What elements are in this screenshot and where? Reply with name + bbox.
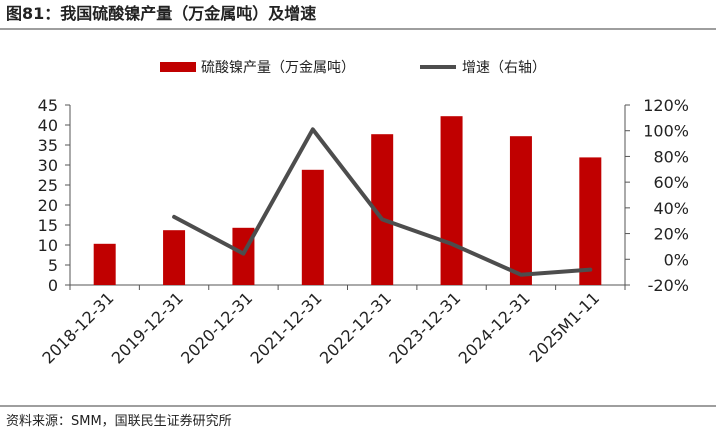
y-left-tick-label: 35 [38, 136, 58, 155]
y-left-tick-label: 15 [38, 216, 58, 235]
y-left-tick-label: 40 [38, 116, 58, 135]
x-tick-label: 2020-12-31 [177, 288, 256, 367]
x-tick-label: 2023-12-31 [385, 288, 464, 367]
legend-bar-swatch [160, 62, 196, 72]
y-left-tick-label: 25 [38, 176, 58, 195]
x-tick-label: 2022-12-31 [316, 288, 395, 367]
growth-point [519, 273, 523, 277]
y-left-tick-label: 20 [38, 196, 58, 215]
legend: 硫酸镍产量（万金属吨） 增速（右轴） [160, 60, 546, 76]
y-right-tick-label: 60% [653, 173, 689, 192]
y-left-tick-label: 0 [48, 276, 58, 295]
source-rule [0, 405, 716, 407]
title-rule [0, 28, 716, 30]
y-right-tick-label: 0% [664, 250, 689, 269]
growth-point [241, 252, 245, 256]
bar [301, 169, 324, 285]
growth-point [450, 242, 454, 246]
y-right-tick-label: 100% [643, 122, 689, 141]
x-tick-label: 2024-12-31 [455, 288, 534, 367]
y-right-tick-label: 80% [653, 147, 689, 166]
growth-point [380, 217, 384, 221]
growth-point [588, 268, 592, 272]
y-left-tick-label: 30 [38, 156, 58, 175]
y-right-tick-label: 40% [653, 199, 689, 218]
bar [371, 134, 394, 285]
legend-line-label: 增速（右轴） [462, 60, 546, 76]
bar [163, 230, 186, 285]
legend-bar-label: 硫酸镍产量（万金属吨） [201, 60, 355, 76]
x-tick-label: 2019-12-31 [108, 288, 187, 367]
source-note: 资料来源：SMM，国联民生证券研究所 [6, 414, 232, 429]
growth-point [311, 127, 315, 131]
bar [509, 136, 532, 285]
bar [93, 243, 116, 285]
y-left-tick-label: 5 [48, 256, 58, 275]
bar [440, 116, 463, 285]
growth-point [172, 215, 176, 219]
y-right-tick-label: -20% [648, 276, 689, 295]
y-left-tick-label: 10 [38, 236, 58, 255]
figure-title: 图81：我国硫酸镍产量（万金属吨）及增速 [6, 4, 317, 23]
y-right-tick-label: 20% [653, 225, 689, 244]
x-tick-label: 2021-12-31 [246, 288, 325, 367]
bar [579, 157, 602, 285]
y-right-tick-label: 120% [643, 96, 689, 115]
y-left-tick-label: 45 [38, 96, 58, 115]
x-tick-label: 2018-12-31 [38, 288, 117, 367]
x-tick-label: 2025M1-11 [525, 288, 603, 366]
